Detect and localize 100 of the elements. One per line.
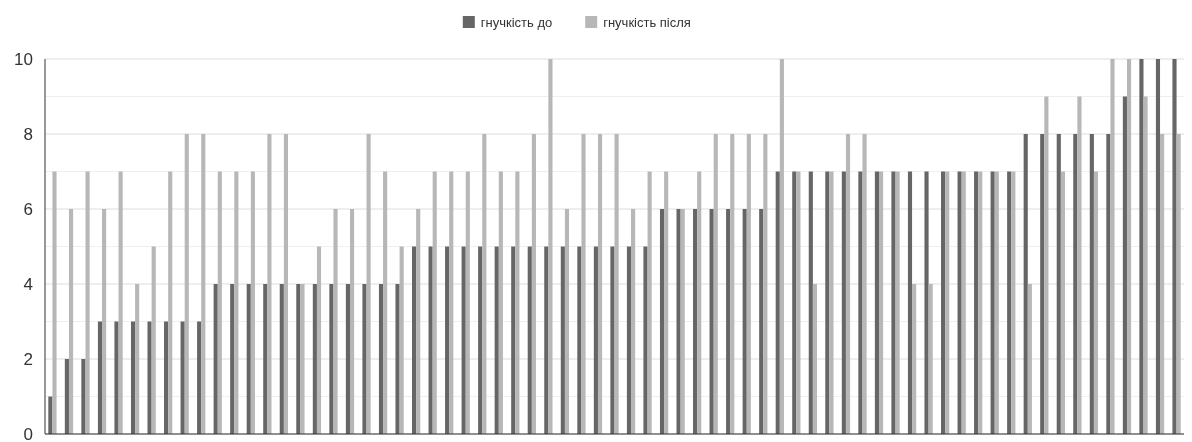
bar (659, 209, 665, 434)
bar (779, 59, 784, 434)
bar (676, 209, 681, 434)
bar (64, 359, 69, 434)
bar (1011, 171, 1016, 434)
bar (333, 209, 338, 434)
bar (713, 134, 718, 434)
bar (664, 171, 669, 434)
bar (746, 134, 751, 434)
bar (1160, 134, 1165, 434)
bar (548, 59, 553, 434)
bar (383, 171, 388, 434)
bar (168, 171, 173, 434)
bar (593, 246, 598, 434)
bar (1155, 59, 1161, 434)
bar (465, 171, 470, 434)
bar (102, 209, 107, 434)
bar (1023, 134, 1028, 434)
bar (1027, 284, 1032, 434)
bar (631, 209, 636, 434)
bar (1172, 59, 1177, 434)
bar (432, 171, 437, 434)
bar (610, 246, 615, 434)
bar (709, 209, 714, 434)
bar (1040, 134, 1045, 434)
bar (1044, 96, 1049, 434)
bar (201, 134, 206, 434)
bar (461, 246, 466, 434)
bar (366, 134, 371, 434)
bar (445, 246, 450, 434)
bar (296, 284, 301, 434)
bar (895, 171, 900, 434)
bar (399, 246, 404, 434)
bar (184, 134, 189, 434)
bar (647, 171, 652, 434)
bar (829, 171, 834, 434)
bar (940, 171, 946, 434)
bar (52, 171, 57, 434)
bar (279, 284, 284, 434)
bar (697, 171, 702, 434)
bar (759, 209, 764, 434)
bar (267, 134, 272, 434)
bar (329, 284, 334, 434)
bar (197, 321, 202, 434)
bar (213, 284, 218, 434)
bar (775, 171, 780, 434)
legend-label: гнучкість до (480, 14, 553, 30)
bar (1139, 59, 1144, 434)
bar (511, 246, 516, 434)
bar (597, 134, 603, 434)
bar (97, 321, 103, 434)
bar (560, 246, 565, 434)
bar (300, 284, 305, 434)
bar (730, 134, 735, 434)
bar (564, 209, 570, 434)
bar (978, 171, 983, 434)
bar (498, 171, 503, 434)
bar (378, 284, 384, 434)
bar (808, 171, 813, 434)
bar (742, 209, 747, 434)
bar (164, 321, 169, 434)
bar (879, 171, 884, 434)
bar (1122, 96, 1127, 434)
legend-label: гнучкість після (603, 14, 691, 30)
bar (643, 246, 648, 434)
bar (350, 209, 355, 434)
bar (1073, 134, 1078, 434)
bar (81, 359, 86, 434)
bar (1110, 59, 1115, 434)
bar (994, 171, 999, 434)
bar (862, 134, 867, 434)
bar (907, 171, 913, 434)
bar (1093, 171, 1099, 434)
bar (874, 171, 879, 434)
bar (726, 209, 731, 434)
y-tick-label: 0 (23, 424, 33, 442)
bar (283, 134, 289, 434)
bar (763, 134, 768, 434)
bar (180, 321, 185, 434)
bar (912, 284, 917, 434)
bar (250, 171, 255, 434)
bar (345, 284, 350, 434)
bar (1176, 134, 1181, 434)
bar (957, 171, 962, 434)
bar (531, 134, 536, 434)
bar (246, 284, 251, 434)
bar (135, 284, 140, 434)
bar (130, 321, 136, 434)
bar (316, 246, 322, 434)
bar (118, 171, 123, 434)
bar (395, 284, 400, 434)
bar (891, 171, 896, 434)
bar (1143, 96, 1148, 434)
bar (1089, 134, 1094, 434)
bar (845, 134, 851, 434)
bar (796, 171, 801, 434)
bar (416, 209, 421, 434)
bar (449, 171, 454, 434)
bar (812, 284, 818, 434)
y-tick-label: 10 (14, 49, 33, 69)
